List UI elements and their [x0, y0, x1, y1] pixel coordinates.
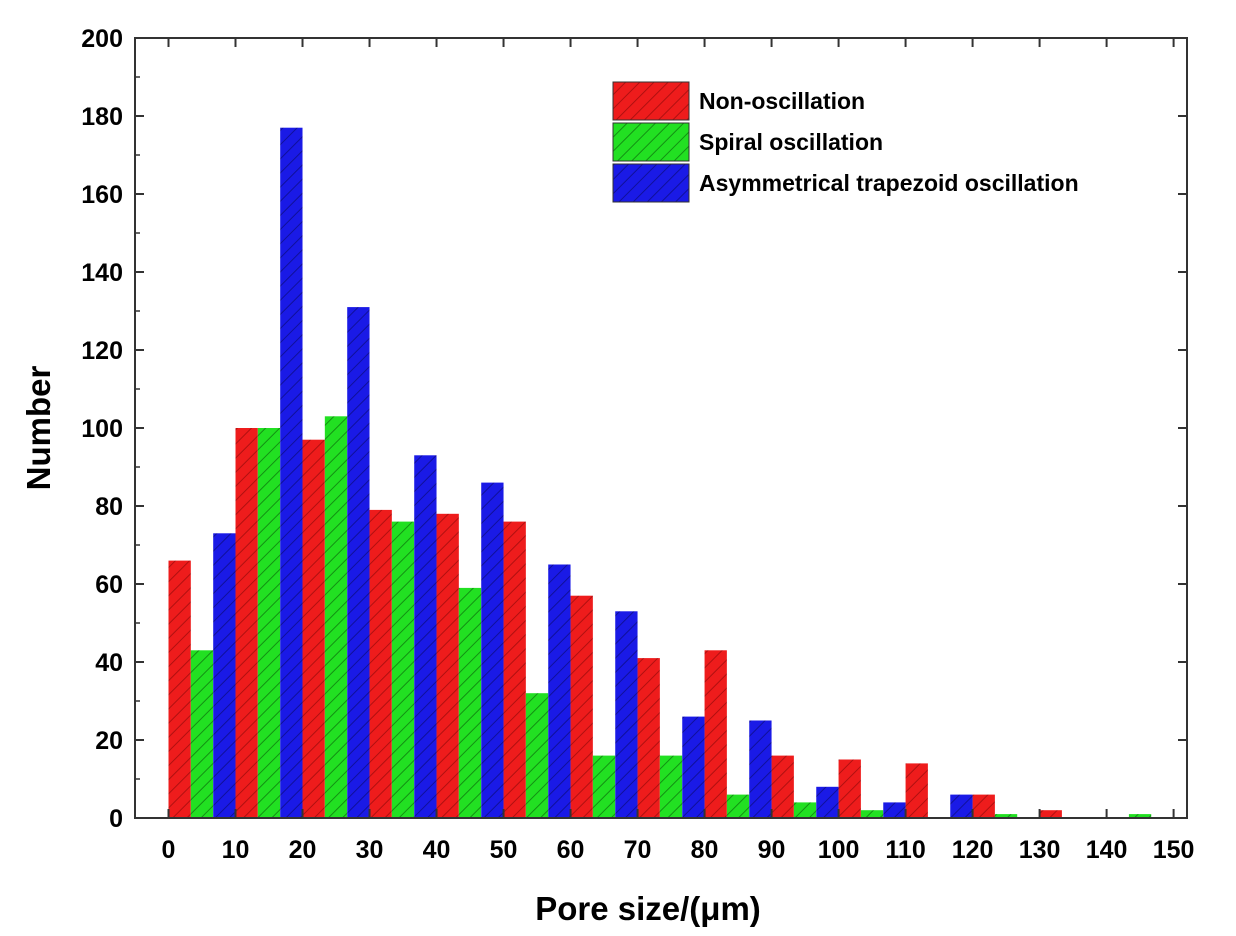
legend-label: Spiral oscillation — [699, 129, 883, 155]
y-tick-label: 200 — [81, 25, 123, 53]
x-tick-label: 90 — [758, 836, 786, 864]
bar-spiral-0 — [190, 650, 214, 818]
y-axis-title: Number — [20, 366, 57, 491]
y-tick-label: 120 — [81, 337, 123, 365]
bar-spiral-10 — [860, 810, 884, 818]
bar-non-oscillation-6 — [570, 595, 593, 818]
bar-spiral-9 — [793, 802, 817, 818]
bar-asymmetrical-2 — [347, 307, 370, 818]
bar-non-oscillation-12 — [972, 794, 995, 818]
bar-non-oscillation-7 — [637, 658, 660, 818]
bar-spiral-6 — [592, 755, 616, 818]
ticks-layer — [135, 37, 1187, 819]
legend-swatch — [612, 81, 690, 121]
bar-asymmetrical-3 — [414, 455, 437, 818]
y-tick-label: 40 — [95, 649, 123, 677]
legend-label: Non-oscillation — [699, 88, 865, 114]
x-tick-label: 0 — [162, 836, 176, 864]
x-tick-label: 70 — [624, 836, 652, 864]
x-tick-labels: 0 10 20 30 40 50 60 70 80 90 100 110 120 130 140 150 — [162, 836, 1195, 864]
y-tick-label: 100 — [81, 415, 123, 443]
y-tick-label: 80 — [95, 493, 123, 521]
bar-non-oscillation-10 — [838, 759, 861, 818]
y-tick-label: 160 — [81, 181, 123, 209]
bar-spiral-4 — [458, 587, 482, 818]
bar-spiral-3 — [391, 521, 415, 818]
x-tick-label: 30 — [356, 836, 384, 864]
bar-asymmetrical-5 — [548, 564, 571, 818]
bar-non-oscillation-0 — [168, 560, 191, 818]
bar-non-oscillation-3 — [369, 509, 392, 818]
bar-non-oscillation-11 — [905, 763, 928, 818]
bar-spiral-14 — [1128, 814, 1152, 818]
bar-asymmetrical-9 — [816, 786, 839, 818]
y-tick-label: 180 — [81, 103, 123, 131]
legend-swatch — [612, 163, 690, 203]
x-tick-label: 50 — [490, 836, 518, 864]
x-tick-label: 40 — [423, 836, 451, 864]
y-tick-label: 0 — [109, 805, 123, 833]
bars-layer — [168, 127, 1152, 818]
bar-spiral-7 — [659, 755, 683, 818]
bar-asymmetrical-0 — [213, 533, 236, 818]
legend-swatch — [612, 122, 690, 162]
x-axis-title: Pore size/(μm) — [535, 890, 761, 927]
y-tick-label: 20 — [95, 727, 123, 755]
legend: Non-oscillation Spiral oscillation Asymmet… — [612, 81, 1079, 203]
bar-spiral-8 — [726, 794, 750, 818]
legend-label: Asymmetrical trapezoid oscillation — [699, 170, 1079, 196]
x-tick-label: 130 — [1019, 836, 1061, 864]
y-tick-label: 140 — [81, 259, 123, 287]
y-tick-labels: 0 20 40 60 80 100 120 140 160 180 200 — [81, 25, 123, 833]
x-tick-label: 140 — [1086, 836, 1128, 864]
bar-non-oscillation-1 — [235, 428, 258, 818]
bar-asymmetrical-1 — [280, 127, 303, 818]
x-tick-label: 20 — [289, 836, 317, 864]
bar-asymmetrical-11 — [950, 794, 973, 818]
x-tick-label: 80 — [691, 836, 719, 864]
bar-asymmetrical-8 — [749, 720, 772, 818]
bar-non-oscillation-9 — [771, 755, 794, 818]
bar-asymmetrical-6 — [615, 611, 638, 818]
bar-asymmetrical-10 — [883, 802, 906, 818]
x-tick-label: 120 — [952, 836, 994, 864]
x-tick-label: 60 — [557, 836, 585, 864]
bar-non-oscillation-2 — [302, 439, 325, 818]
x-tick-label: 100 — [818, 836, 860, 864]
bar-non-oscillation-13 — [1039, 810, 1062, 818]
bar-spiral-1 — [257, 428, 281, 818]
x-tick-label: 10 — [222, 836, 250, 864]
bar-spiral-12 — [994, 814, 1018, 818]
bar-non-oscillation-8 — [704, 650, 727, 818]
bar-spiral-2 — [324, 416, 348, 818]
x-tick-label: 110 — [885, 836, 925, 864]
bar-asymmetrical-4 — [481, 482, 504, 818]
bar-non-oscillation-5 — [503, 521, 526, 818]
bar-non-oscillation-4 — [436, 513, 459, 818]
x-tick-label: 150 — [1153, 836, 1195, 864]
bar-asymmetrical-7 — [682, 716, 705, 818]
y-tick-label: 60 — [95, 571, 123, 599]
bar-spiral-5 — [525, 693, 549, 818]
